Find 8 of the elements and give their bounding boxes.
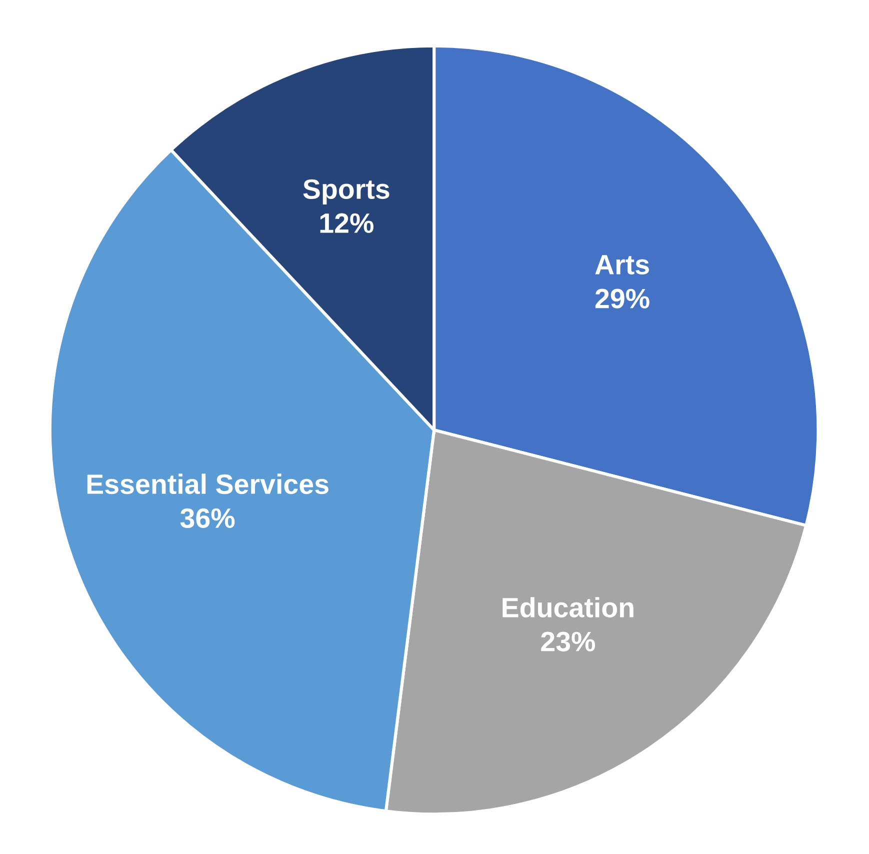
data-label: 23% (541, 632, 596, 652)
slice-label: Education (502, 597, 634, 618)
slice-label: Arts (595, 255, 649, 274)
slice-label: Sports (303, 179, 390, 205)
data-label: 36% (180, 508, 235, 528)
data-label: 12% (320, 213, 374, 233)
data-label: 29% (595, 288, 650, 308)
slice-label: Essential Services (87, 474, 328, 494)
